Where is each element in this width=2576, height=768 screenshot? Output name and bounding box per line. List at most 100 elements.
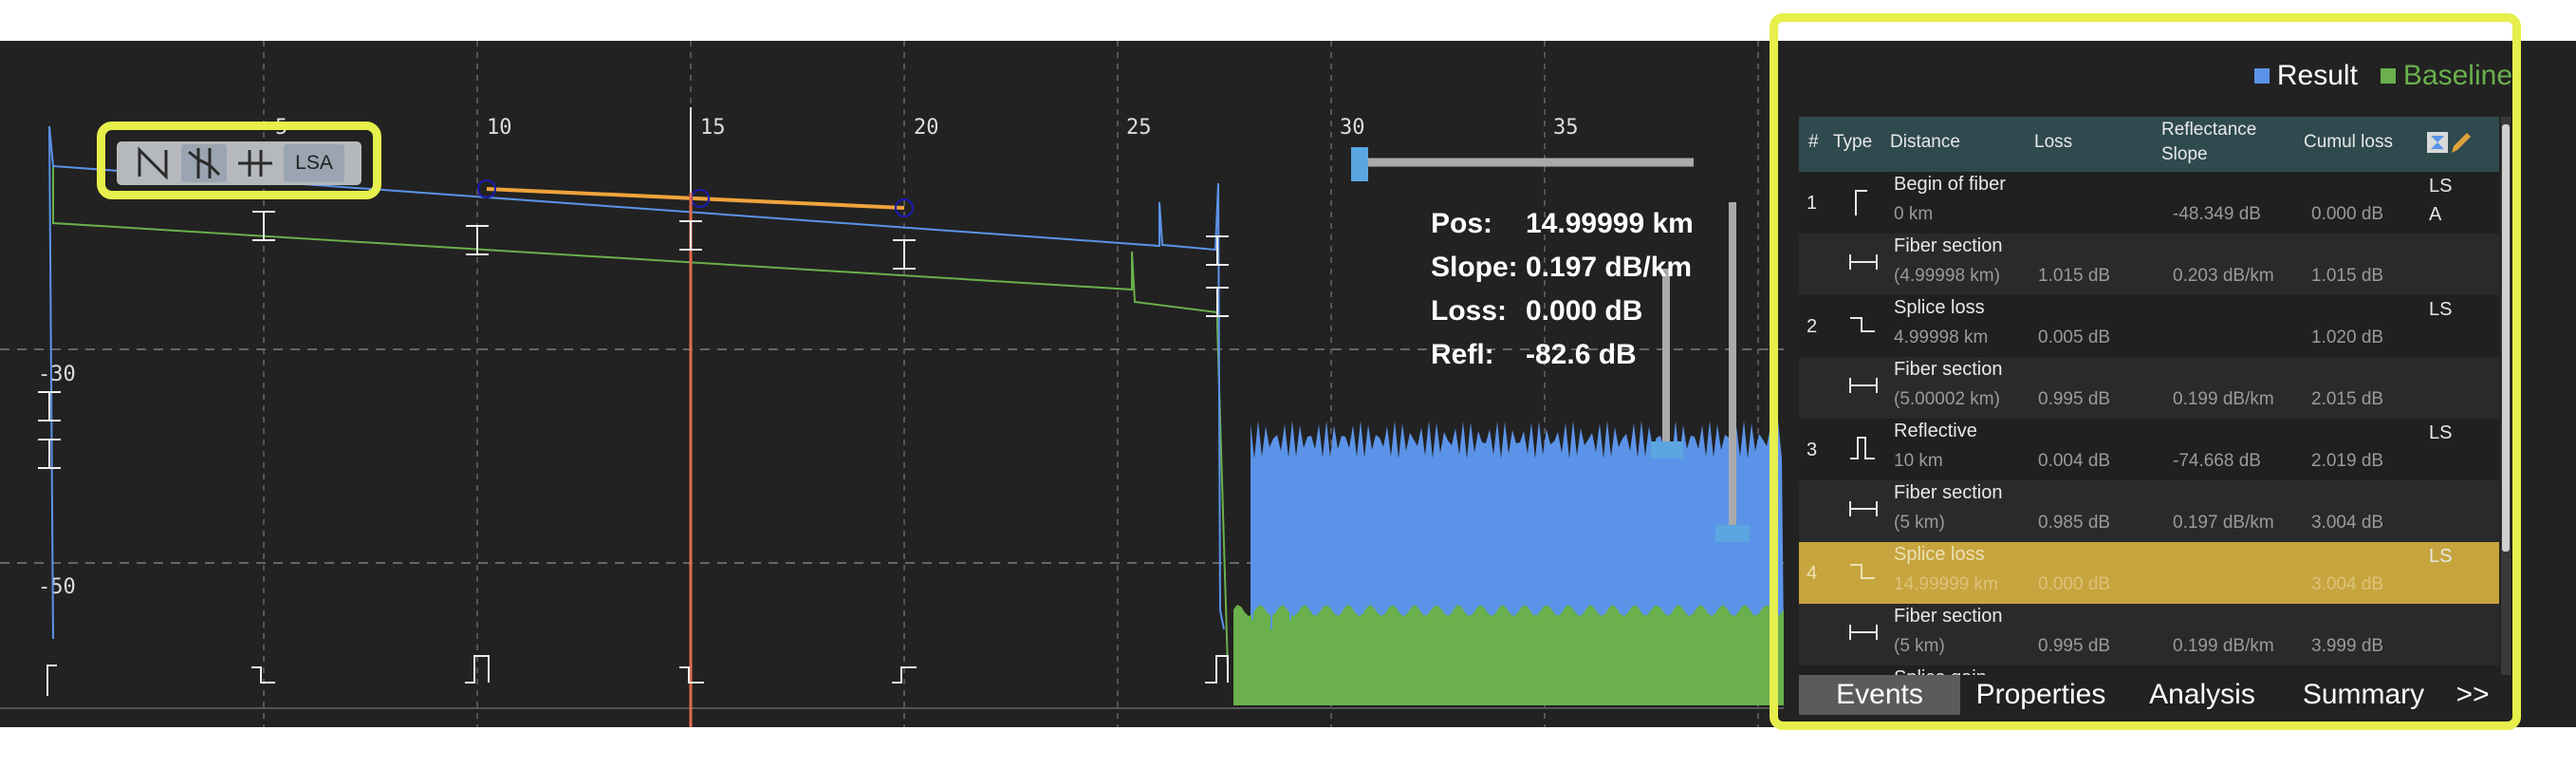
- event-cumul-loss: 2.019 dB: [2311, 451, 2384, 471]
- lsa-point-icon[interactable]: [477, 179, 496, 198]
- event-loss: 0.985 dB: [2038, 513, 2111, 533]
- event-reflectance: -74.668 dB: [2173, 451, 2261, 471]
- event-marker-tick[interactable]: [1206, 235, 1229, 266]
- event-number: 1: [1807, 193, 1818, 214]
- event-distance: 14.99999 km: [1894, 574, 1998, 594]
- event-reflectance: 0.199 dB/km: [2173, 636, 2274, 656]
- cursor-b-handle[interactable]: [1715, 525, 1750, 542]
- event-reflectance: 0.203 dB/km: [2173, 266, 2274, 286]
- event-row[interactable]: 3 Reflective 10 km 0.004 dB -74.668 dB 2.019 …: [1799, 419, 2499, 480]
- events-table-header: # Type Distance Loss Reflectance Slope C…: [1799, 117, 2499, 172]
- event-name: Splice gain: [1894, 667, 1987, 675]
- event-cumul-loss: 3.004 dB: [2311, 513, 2384, 533]
- event-marker-tick[interactable]: [466, 225, 489, 255]
- splice-loss-button[interactable]: [181, 144, 227, 182]
- edit-columns-button[interactable]: [2425, 128, 2473, 162]
- event-row[interactable]: Fiber section (5 km) 0.985 dB 0.197 dB/km 3.…: [1799, 480, 2499, 542]
- fiber-section-icon: [1849, 378, 1878, 393]
- event-name: Splice loss: [1894, 297, 1985, 318]
- x-tick-label: 20: [914, 116, 939, 140]
- marker-readout: Pos: 14.99999 km Slope: 0.197 dB/km Loss…: [1431, 202, 1694, 377]
- auto-slope-button[interactable]: [130, 144, 176, 182]
- events-scrollbar-thumb[interactable]: [2502, 124, 2510, 552]
- event-marker-tick[interactable]: [252, 211, 275, 241]
- splice-loss-event-icon: [1850, 564, 1875, 579]
- event-row[interactable]: 2 Splice loss 4.99998 km 0.005 dB 1.020 dB LS: [1799, 295, 2499, 357]
- header-num: #: [1808, 132, 1819, 152]
- lsa-fit-line: [486, 187, 905, 210]
- event-marker-tick[interactable]: [679, 220, 702, 251]
- baseline-trace: [52, 164, 1229, 668]
- x-tick-label: 35: [1553, 116, 1579, 140]
- event-name: Fiber section: [1894, 606, 2003, 627]
- events-table: # Type Distance Loss Reflectance Slope C…: [1799, 117, 2511, 675]
- event-loss: 0.000 dB: [2038, 574, 2111, 594]
- event-type-icon[interactable]: [1205, 655, 1229, 684]
- tab-properties[interactable]: Properties: [1975, 679, 2106, 710]
- event-flag: LS: [2429, 546, 2453, 567]
- tab-events[interactable]: Events: [1799, 675, 1960, 715]
- reflective-event-icon: [1850, 437, 1875, 459]
- event-distance: 10 km: [1894, 451, 1943, 471]
- event-row[interactable]: 4 Splice loss 14.99999 km 0.000 dB 3.004 dB L…: [1799, 542, 2499, 604]
- event-name: Fiber section: [1894, 482, 2003, 503]
- event-flag: LS: [2429, 299, 2453, 320]
- slope-label: Slope:: [1431, 252, 1518, 283]
- readout-slope: Slope: 0.197 dB/km: [1431, 246, 1694, 290]
- trace-legend: Result Baseline: [2253, 60, 2512, 92]
- pos-label: Pos:: [1431, 208, 1493, 239]
- event-number: 2: [1807, 316, 1818, 337]
- legend-baseline-swatch: [2380, 68, 2396, 84]
- event-distance: (5.00002 km): [1894, 389, 2000, 409]
- lsa-point-icon[interactable]: [895, 198, 914, 217]
- event-type-icon[interactable]: [465, 655, 490, 684]
- two-point-button[interactable]: [232, 144, 278, 182]
- event-type-icon[interactable]: [679, 666, 704, 684]
- event-cumul-loss: 1.020 dB: [2311, 328, 2384, 347]
- edit-pencil-icon: [2427, 132, 2471, 153]
- readout-refl: Refl: -82.6 dB: [1431, 333, 1694, 377]
- header-cumul-loss: Cumul loss: [2304, 132, 2393, 152]
- event-marker-tick[interactable]: [38, 439, 61, 469]
- event-row[interactable]: Fiber section (4.99998 km) 1.015 dB 0.203 d…: [1799, 234, 2499, 295]
- event-loss: 1.015 dB: [2038, 266, 2111, 286]
- event-flag-a: A: [2429, 204, 2442, 225]
- event-marker-tick[interactable]: [1206, 287, 1229, 317]
- loss-value: 0.000 dB: [1526, 295, 1643, 327]
- otdr-trace-graph[interactable]: 5 10 15 20 25 30 35-30-50: [0, 41, 2576, 727]
- cursor-a-handle[interactable]: [1651, 441, 1683, 459]
- events-scrollbar[interactable]: [2501, 117, 2511, 675]
- event-distance: (4.99998 km): [1894, 266, 2000, 286]
- result-noise-floor: [1251, 421, 1784, 639]
- legend-result-swatch: [2253, 68, 2270, 84]
- event-marker-tick[interactable]: [893, 239, 916, 270]
- event-row[interactable]: Fiber section (5.00002 km) 0.995 dB 0.199 d…: [1799, 357, 2499, 419]
- refl-label: Refl:: [1431, 339, 1494, 370]
- events-table-rows: 1 Begin of fiber 0 km -48.349 dB 0.000 dB LS A…: [1799, 172, 2499, 675]
- more-tabs-button[interactable]: >>: [2456, 679, 2490, 710]
- panel-tabs: Events Properties Analysis Summary >>: [1799, 675, 2511, 715]
- event-name: Reflective: [1894, 421, 1977, 441]
- event-row[interactable]: Splice gain: [1799, 665, 2499, 675]
- event-type-icon[interactable]: [46, 665, 57, 696]
- readout-pos: Pos: 14.99999 km: [1431, 202, 1694, 246]
- event-row[interactable]: Fiber section (5 km) 0.995 dB 0.199 dB/km 3.…: [1799, 604, 2499, 665]
- header-reflectance: Reflectance: [2161, 120, 2257, 140]
- event-row[interactable]: 1 Begin of fiber 0 km -48.349 dB 0.000 dB LS A: [1799, 172, 2499, 234]
- tab-analysis[interactable]: Analysis: [2149, 679, 2255, 710]
- legend-result[interactable]: Result: [2253, 60, 2358, 92]
- range-slider-handle-left[interactable]: [1351, 147, 1368, 181]
- tool-palette-buttons: LSA: [117, 141, 361, 185]
- tab-summary[interactable]: Summary: [2302, 679, 2425, 710]
- event-type-icon[interactable]: [251, 666, 275, 684]
- legend-baseline[interactable]: Baseline: [2380, 60, 2512, 92]
- event-distance: (5 km): [1894, 513, 1945, 533]
- y-tick-label: -30: [38, 363, 76, 386]
- header-distance: Distance: [1890, 132, 1960, 152]
- lsa-button[interactable]: LSA: [284, 144, 344, 182]
- event-type-icon[interactable]: [892, 666, 917, 684]
- refl-value: -82.6 dB: [1526, 339, 1637, 370]
- event-flag: LS: [2429, 176, 2453, 197]
- event-marker-tick[interactable]: [38, 391, 61, 421]
- event-loss: 0.004 dB: [2038, 451, 2111, 471]
